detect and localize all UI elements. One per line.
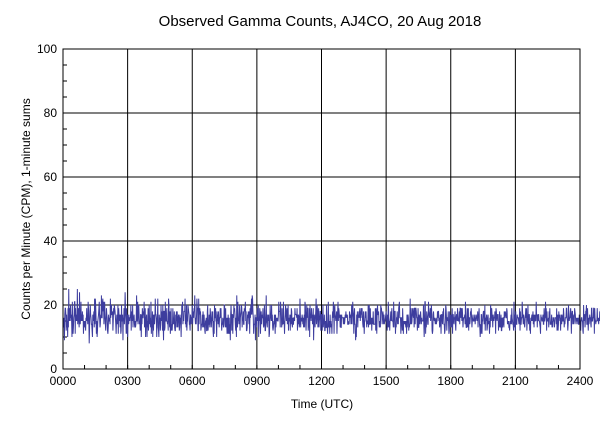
- x-tick-label: 0900: [244, 374, 271, 388]
- y-tick-labels: 0 20 40 60 80 100: [37, 42, 57, 376]
- x-tick-label: 1200: [308, 374, 335, 388]
- chart-title: Observed Gamma Counts, AJ4CO, 20 Aug 201…: [159, 13, 482, 30]
- y-tick-label: 60: [44, 170, 58, 184]
- x-tick-label: 0300: [114, 374, 141, 388]
- gamma-counts-series-line: [62, 288, 600, 344]
- x-tick-label: 2400: [567, 374, 594, 388]
- y-tick-label: 0: [50, 362, 57, 376]
- x-tick-label: 1500: [373, 374, 400, 388]
- y-minor-ticks: [63, 48, 67, 370]
- y-tick-label: 100: [37, 42, 57, 56]
- y-axis-label: Counts per Minute (CPM), 1-minute sums: [19, 98, 33, 319]
- x-tick-label: 1800: [437, 374, 464, 388]
- x-tick-labels: 0000 0300 0600 0900 1200 1500 1800 2100 2400: [50, 374, 594, 388]
- x-tick-label: 0600: [179, 374, 206, 388]
- y-tick-label: 80: [44, 106, 58, 120]
- x-tick-label: 2100: [502, 374, 529, 388]
- y-tick-label: 20: [44, 298, 58, 312]
- y-tick-label: 40: [44, 234, 58, 248]
- plot-frame: [62, 48, 581, 370]
- x-axis-label: Time (UTC): [291, 397, 353, 411]
- x-tick-label: 0000: [50, 374, 77, 388]
